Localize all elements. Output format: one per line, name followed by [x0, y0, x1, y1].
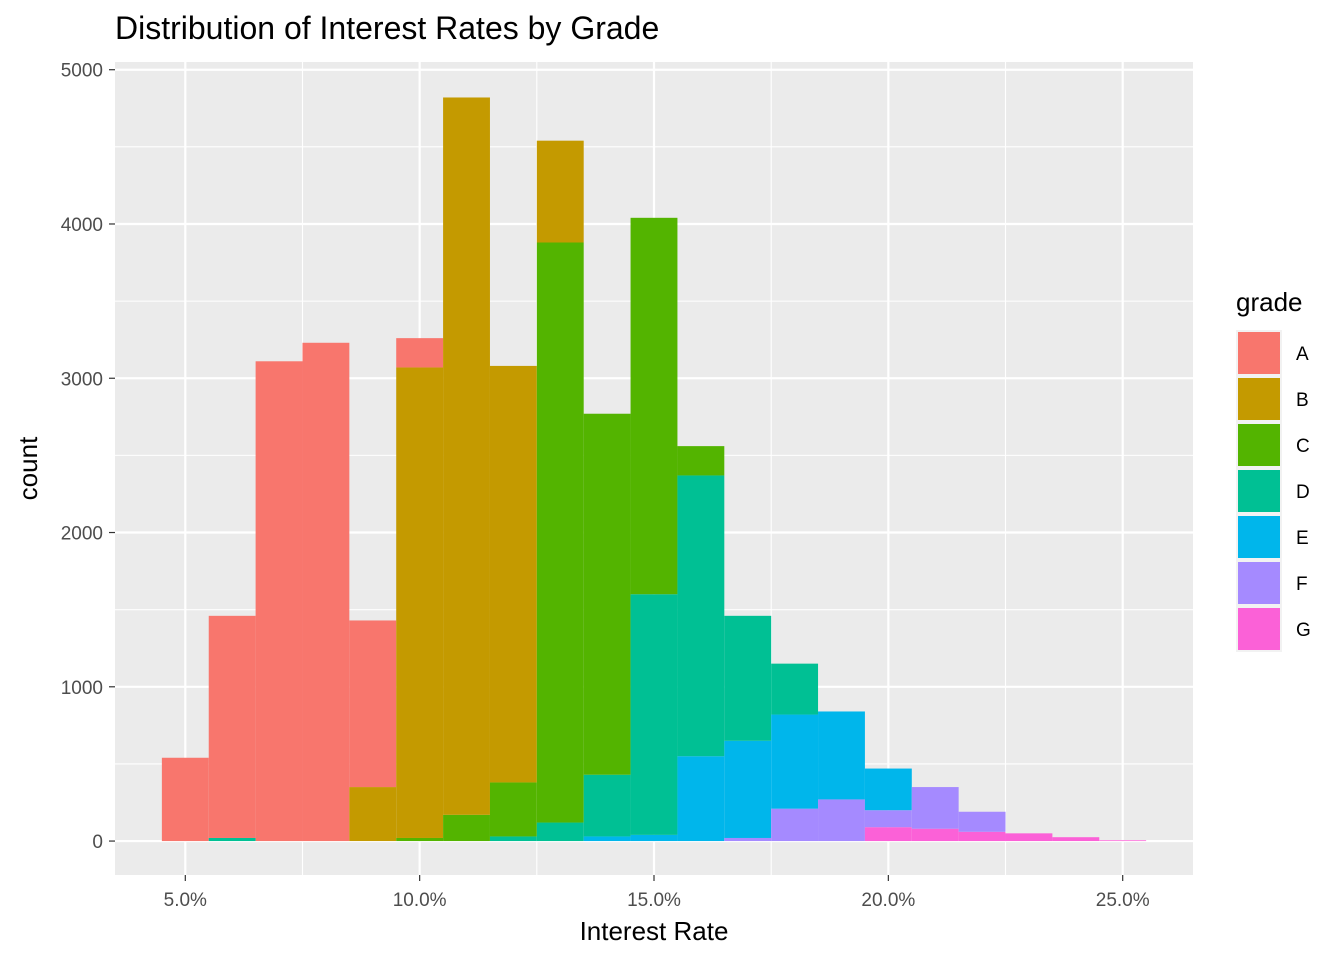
legend-label-a: A [1296, 344, 1309, 365]
bar-grade-e-bin-17 [724, 740, 772, 838]
bar-grade-d-bin-13 [536, 822, 584, 842]
legend-label-d: D [1296, 482, 1310, 503]
x-axis: 5.0% 10.0% 15.0% 20.0% 25.0% [164, 875, 1150, 911]
bar-grade-b-bin-9 [349, 787, 397, 842]
bar-grade-g-bin-23 [1005, 833, 1053, 842]
y-axis: 0 1000 2000 3000 4000 5000 [61, 61, 115, 853]
x-tick-label: 15.0% [627, 890, 681, 911]
bar-grade-f-bin-21 [911, 787, 959, 829]
legend-label-b: B [1296, 390, 1309, 411]
bar-grade-a-bin-8 [302, 342, 350, 842]
bar-grade-b-bin-12 [489, 365, 537, 783]
y-tick-label: 0 [92, 832, 103, 853]
legend-label-c: C [1296, 436, 1310, 457]
legend-swatch-b [1238, 378, 1280, 420]
bar-grade-e-bin-19 [818, 711, 865, 800]
legend-label-f: F [1296, 574, 1308, 595]
bar-grade-a-bin-7 [255, 361, 303, 842]
bar-grade-c-bin-14 [583, 413, 631, 775]
y-tick-label: 1000 [61, 678, 103, 699]
bar-grade-e-bin-14 [583, 836, 631, 842]
chart-title: Distribution of Interest Rates by Grade [115, 10, 659, 46]
bar-grade-d-bin-12 [489, 836, 537, 842]
bar-grade-e-bin-18 [771, 714, 819, 809]
bar-grade-d-bin-18 [771, 663, 819, 715]
x-tick-label: 10.0% [393, 890, 447, 911]
bar-grade-g-bin-21 [911, 828, 959, 842]
bar-grade-b-bin-10 [396, 367, 444, 838]
legend-swatch-f [1238, 562, 1280, 604]
y-tick-label: 3000 [61, 369, 103, 390]
bar-grade-b-bin-11 [443, 97, 490, 815]
bar-grade-a-bin-6 [208, 615, 256, 838]
bar-grade-e-bin-16 [677, 756, 725, 842]
x-tick-label: 25.0% [1096, 890, 1150, 911]
bar-grade-a-bin-9 [349, 620, 397, 788]
bar-grade-f-bin-20 [864, 810, 912, 828]
bar-grade-e-bin-20 [864, 768, 912, 811]
legend-swatch-c [1238, 424, 1280, 466]
bar-grade-c-bin-15 [630, 217, 678, 595]
bar-grade-c-bin-10 [396, 837, 444, 842]
bar-grade-c-bin-12 [489, 782, 537, 837]
x-tick-label: 5.0% [164, 890, 207, 911]
y-tick-label: 5000 [61, 61, 103, 82]
legend-swatch-d [1238, 470, 1280, 512]
bar-grade-d-bin-14 [583, 774, 631, 837]
bar-grade-g-bin-22 [958, 831, 1006, 842]
bar-grade-g-bin-25 [1099, 840, 1147, 842]
bar-grade-g-bin-24 [1052, 837, 1100, 842]
bar-grade-f-bin-22 [958, 811, 1006, 832]
y-tick-label: 2000 [61, 524, 103, 545]
bar-grade-f-bin-17 [724, 837, 772, 842]
bar-grade-d-bin-17 [724, 615, 772, 741]
legend-title: grade [1236, 287, 1303, 317]
bar-grade-b-bin-13 [536, 140, 584, 243]
legend: grade A B C D E F G [1236, 287, 1311, 652]
bar-grade-f-bin-19 [818, 799, 865, 842]
bar-grade-g-bin-20 [864, 827, 912, 842]
bar-grade-f-bin-18 [771, 808, 819, 842]
legend-swatch-e [1238, 516, 1280, 558]
legend-label-e: E [1296, 528, 1309, 549]
bar-grade-e-bin-15 [630, 834, 678, 842]
bar-grade-c-bin-11 [443, 814, 490, 842]
y-tick-label: 4000 [61, 215, 103, 236]
bars-layer [161, 97, 1147, 842]
bar-grade-d-bin-16 [677, 475, 725, 757]
bar-grade-a-bin-5 [161, 757, 209, 842]
legend-swatch-a [1238, 332, 1280, 374]
x-axis-title: Interest Rate [580, 916, 729, 946]
bar-grade-d-bin-15 [630, 594, 678, 835]
x-tick-label: 20.0% [861, 890, 915, 911]
legend-swatch-g [1238, 608, 1280, 650]
bar-grade-c-bin-16 [677, 446, 725, 476]
bar-grade-c-bin-13 [536, 242, 584, 823]
bar-grade-d-bin-6 [208, 837, 256, 842]
bar-grade-a-bin-10 [396, 338, 444, 368]
legend-label-g: G [1296, 620, 1311, 641]
y-axis-title: count [13, 436, 43, 500]
legend-items: A B C D E F G [1236, 330, 1311, 652]
